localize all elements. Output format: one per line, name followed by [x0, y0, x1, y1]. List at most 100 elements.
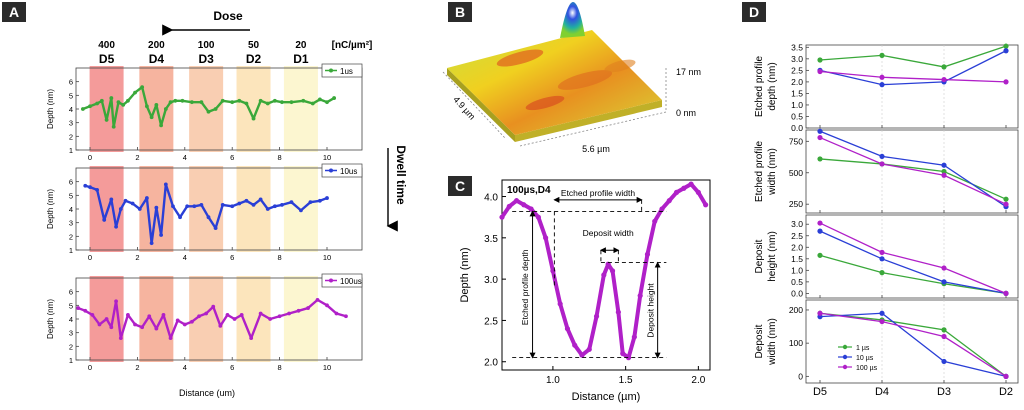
dose-value: 20	[295, 40, 307, 51]
data-point	[185, 204, 190, 209]
data-point	[1003, 290, 1009, 296]
y-axis-label: width (nm)	[767, 148, 778, 196]
panel-c-sample-label: 100µs,D4	[507, 185, 551, 196]
data-point	[76, 306, 81, 310]
data-point	[197, 314, 201, 319]
data-point	[213, 226, 218, 231]
data-point	[83, 183, 88, 188]
dose-value: 200	[148, 40, 165, 51]
data-point	[126, 313, 130, 317]
data-point	[213, 107, 218, 111]
legend-marker	[842, 354, 848, 360]
data-point	[126, 98, 130, 103]
data-point	[175, 318, 180, 323]
x-tick-label: 8	[278, 253, 282, 262]
data-point	[287, 311, 291, 316]
data-point	[1003, 201, 1009, 207]
data-point	[543, 235, 549, 241]
data-point	[586, 346, 592, 352]
data-point	[317, 97, 322, 102]
dose-name: D1	[293, 52, 309, 66]
data-point	[104, 118, 109, 122]
data-point	[88, 185, 92, 190]
plot-frame	[805, 299, 1019, 384]
y-axis-label: Etched profile	[754, 55, 765, 117]
dose-band	[89, 66, 124, 152]
data-point	[83, 308, 88, 313]
series-line-100 µs	[819, 222, 1007, 294]
y-tick-label: 2	[69, 132, 73, 141]
data-point	[879, 52, 885, 58]
data-point	[163, 182, 168, 187]
data-point	[204, 311, 209, 316]
data-point	[817, 220, 823, 226]
data-point	[817, 134, 823, 141]
data-point	[941, 76, 947, 83]
data-point	[258, 311, 263, 316]
x-tick-label: 2	[135, 153, 139, 162]
data-point	[123, 198, 128, 203]
data-point	[95, 187, 100, 192]
dose-band	[283, 66, 318, 152]
data-point	[325, 303, 329, 308]
data-point	[528, 206, 534, 212]
data-point	[168, 100, 173, 105]
data-point	[817, 252, 823, 258]
data-point	[171, 204, 175, 209]
data-point	[1003, 79, 1009, 85]
panel-d-subplot-3: 0.00.5 1.01.5 2.02.5 3.0 Deposit height (nm)	[754, 214, 1019, 299]
dose-name: D3	[198, 52, 214, 66]
dose-band	[236, 276, 271, 362]
panel-c: C 2.0 2.5 3.0 3.5 4.0 1.0 1.5 2.0 Distance (µm) D…	[448, 176, 711, 403]
data-point	[941, 327, 947, 333]
y-tick-label: 500	[789, 168, 803, 178]
x-tick-label: 10	[323, 253, 331, 262]
y-tick-label: 6	[69, 288, 73, 297]
panel-a-subplot-10us: 1 2 3 4 5 6 0 2 4 6 8 10 Depth (nm) 10us	[46, 163, 363, 262]
y-tick-label: 5	[69, 191, 73, 200]
legend-label: 10us	[340, 167, 357, 176]
y-axis-label: Depth (nm)	[46, 299, 55, 339]
x-tick-label: 0	[88, 153, 92, 162]
legend-box	[321, 273, 363, 288]
panel-a-subplot-1us: 1 2 3 4 5 6 0 2 4 6 8 10 Depth (nm) 1us	[46, 63, 363, 162]
data-point	[173, 98, 178, 103]
data-point	[666, 198, 672, 204]
data-point	[289, 200, 294, 205]
data-point	[1003, 48, 1009, 54]
data-point	[199, 203, 204, 207]
data-point	[251, 116, 256, 121]
afm-feature	[525, 95, 565, 111]
y-tick-label: 6	[69, 78, 73, 87]
data-point	[317, 198, 322, 203]
data-point	[109, 96, 114, 100]
series-line-1 µs	[819, 254, 1007, 295]
data-point	[817, 128, 823, 134]
data-point	[159, 123, 164, 128]
x-tick-label: 8	[278, 363, 282, 372]
data-point	[99, 98, 104, 103]
data-point	[80, 107, 85, 111]
y-tick-label: 3	[69, 329, 73, 338]
x-tick-label: 6	[230, 253, 234, 262]
y-tick-label: 2	[69, 232, 73, 241]
data-point	[144, 104, 149, 109]
legend-box	[321, 63, 363, 78]
y-tick-label: 2.0	[484, 358, 498, 369]
data-point	[114, 299, 118, 304]
data-point	[277, 314, 282, 319]
data-point	[244, 198, 249, 203]
data-point	[315, 297, 320, 302]
x-tick-label: 1.0	[546, 375, 560, 386]
panel-a-tag-label: A	[9, 4, 19, 20]
dose-name: D5	[99, 52, 115, 66]
x-tick-label: 0	[88, 253, 92, 262]
data-point	[230, 204, 235, 209]
data-point	[593, 313, 600, 319]
data-point	[237, 98, 242, 103]
plot-frame	[805, 129, 1019, 214]
data-point	[232, 317, 237, 321]
data-point	[879, 310, 885, 316]
data-point	[144, 196, 149, 200]
